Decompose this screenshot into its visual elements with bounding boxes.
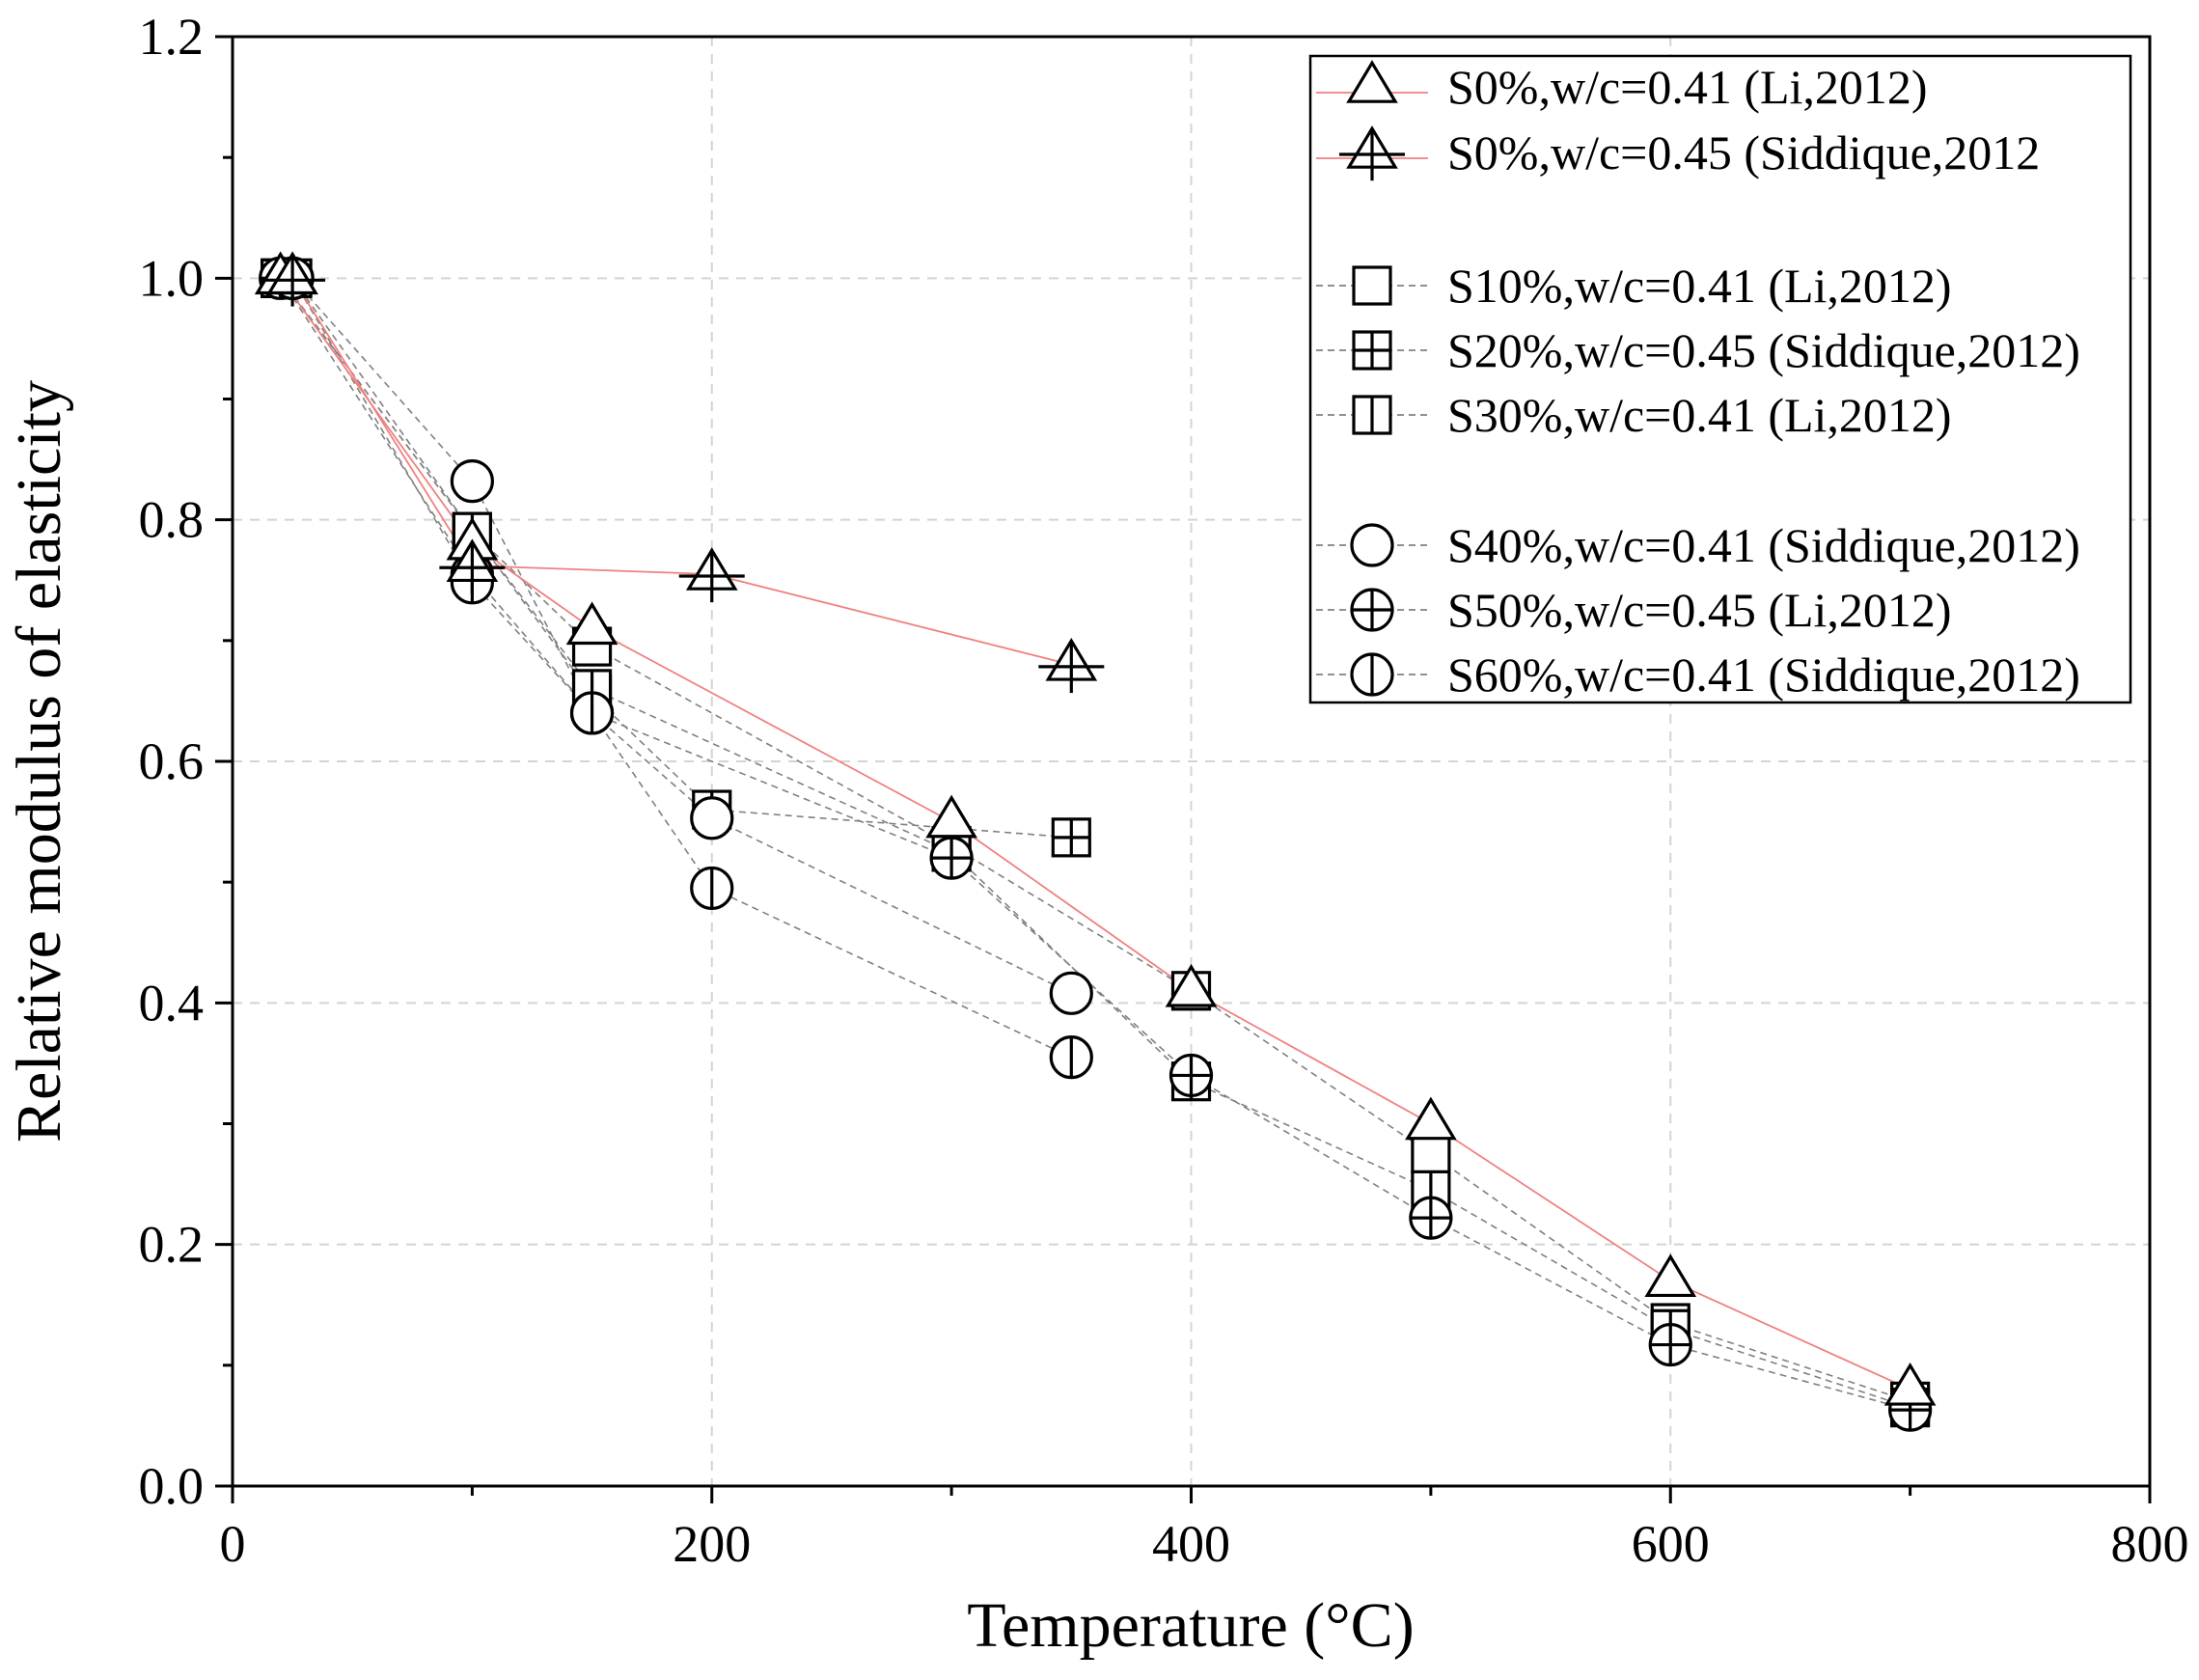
data-point-s5-p1 [450, 459, 494, 504]
y-tick-label: 0.4 [139, 974, 205, 1032]
data-point-s0-p3 [925, 794, 977, 839]
data-point-s2-p5 [1411, 1134, 1451, 1174]
x-tick-label: 400 [1152, 1515, 1230, 1573]
series-line-1 [291, 277, 1072, 666]
legend-label: S20%,w/c=0.45 (Siddique,2012) [1447, 323, 2080, 377]
legend-label: S60%,w/c=0.41 (Siddique,2012) [1447, 647, 2080, 702]
y-axis-ticks: 0.0 0.2 0.4 0.6 0.8 1.0 1.2 [139, 8, 233, 1515]
x-axis-ticks: 0 200 400 600 800 [220, 1486, 2189, 1573]
data-point-s0-p7 [1883, 1362, 1937, 1406]
x-tick-label: 600 [1632, 1515, 1710, 1573]
legend-label: S10%,w/c=0.41 (Li,2012) [1447, 259, 1952, 313]
legend-item-1: S0%,w/c=0.45 (Siddique,2012 [1316, 125, 2040, 181]
legend-item-6: S50%,w/c=0.45 (Li,2012) [1316, 583, 1952, 637]
legend-item-4: S30%,w/c=0.41 (Li,2012) [1316, 388, 1952, 442]
legend-item-7: S60%,w/c=0.41 (Siddique,2012) [1316, 647, 2080, 702]
legend-marker [1352, 330, 1392, 371]
legend-label: S40%,w/c=0.41 (Siddique,2012) [1447, 518, 2080, 572]
y-tick-label: 1.2 [139, 8, 205, 66]
legend-items: S0%,w/c=0.41 (Li,2012) S0%,w/c=0.45 (Sidd… [1316, 60, 2080, 702]
series-line-7 [291, 277, 1072, 1059]
legend: S0%,w/c=0.41 (Li,2012) S0%,w/c=0.45 (Sidd… [1308, 54, 2132, 704]
legend-marker [1352, 265, 1392, 306]
legend-marker [1339, 125, 1405, 181]
legend-item-0: S0%,w/c=0.41 (Li,2012) [1316, 60, 1928, 114]
data-point-s6-p3 [929, 836, 974, 880]
data-point-s0-p6 [1644, 1253, 1697, 1298]
legend-label: S0%,w/c=0.41 (Li,2012) [1447, 60, 1928, 114]
legend-label: S0%,w/c=0.45 (Siddique,2012 [1447, 125, 2040, 179]
legend-item-5: S40%,w/c=0.41 (Siddique,2012) [1316, 518, 2080, 572]
data-point-s0-p2 [565, 601, 618, 646]
legend-item-2: S10%,w/c=0.41 (Li,2012) [1316, 259, 1952, 313]
series-line-6 [280, 277, 1910, 1411]
y-tick-label: 0.0 [139, 1457, 205, 1515]
data-point-s5-p3 [690, 796, 734, 840]
x-axis-title: Temperature (°C) [967, 1590, 1414, 1661]
series-markers [254, 251, 1937, 1432]
data-point-s6-p6 [1648, 1322, 1692, 1367]
legend-frame [1308, 54, 2132, 704]
data-point-s7-p4 [1049, 1035, 1093, 1080]
series-line-2 [280, 277, 1910, 1403]
x-tick-label: 0 [220, 1515, 246, 1573]
data-point-s1-p3 [1038, 637, 1105, 694]
y-axis-title: Relative modulus of elasticity [4, 380, 74, 1143]
legend-item-3: S20%,w/c=0.45 (Siddique,2012) [1316, 323, 2080, 377]
data-point-s0-p4 [1165, 963, 1218, 1007]
data-point-s1-p0 [260, 251, 326, 307]
y-tick-label: 0.8 [139, 491, 205, 549]
legend-marker [1350, 588, 1394, 632]
legend-label: S30%,w/c=0.41 (Li,2012) [1447, 388, 1952, 442]
series-line-5 [291, 277, 1072, 995]
y-tick-label: 1.0 [139, 249, 205, 307]
data-point-s1-p2 [678, 547, 745, 603]
y-tick-label: 0.2 [139, 1216, 205, 1274]
data-point-s1-p1 [439, 538, 506, 594]
series-line-3 [291, 277, 1072, 839]
x-tick-label: 200 [673, 1515, 751, 1573]
x-tick-label: 800 [2111, 1515, 2189, 1573]
data-point-s6-p4 [1168, 1053, 1214, 1098]
data-point-s5-p4 [1049, 971, 1093, 1015]
y-tick-label: 0.6 [139, 732, 205, 790]
legend-marker [1346, 60, 1398, 103]
data-point-s7-p2 [569, 691, 615, 735]
data-point-s7-p3 [690, 866, 734, 911]
legend-label: S50%,w/c=0.45 (Li,2012) [1447, 583, 1952, 637]
data-point-s0-p5 [1405, 1096, 1457, 1141]
data-point-s6-p5 [1409, 1196, 1453, 1240]
legend-marker [1350, 523, 1394, 567]
legend-marker [1350, 652, 1394, 697]
data-point-s3-p4 [1051, 817, 1091, 858]
legend-marker [1352, 395, 1392, 435]
